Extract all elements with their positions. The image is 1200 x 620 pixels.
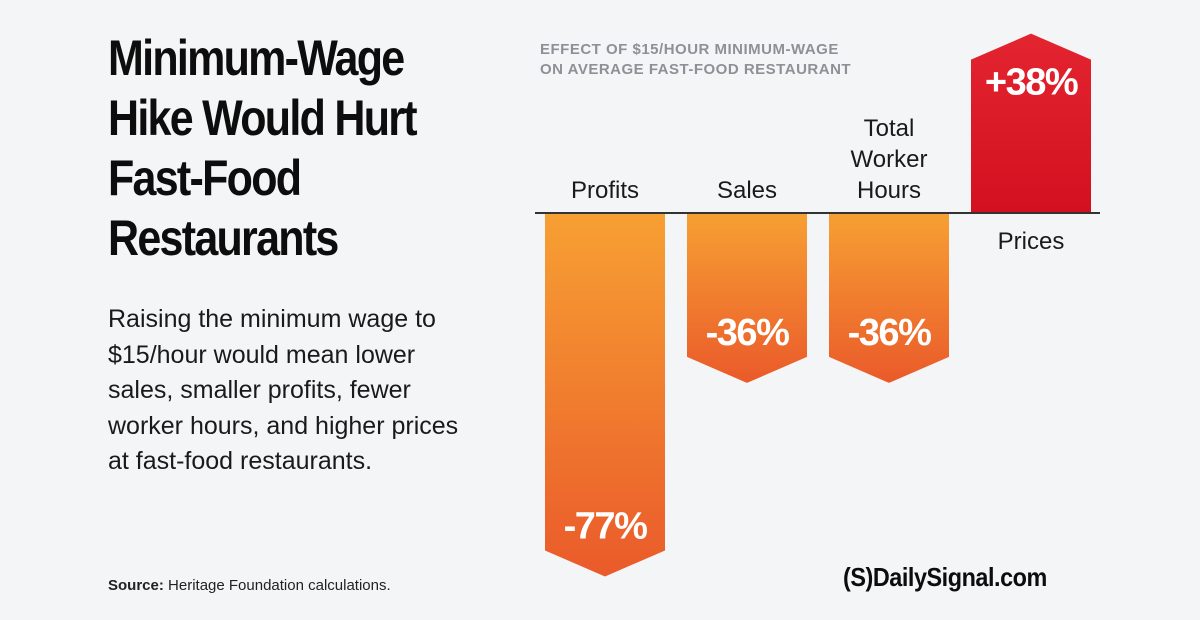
bar-sales	[687, 213, 807, 383]
category-label-profits: Profits	[571, 177, 639, 204]
data-label-sales: -36%	[706, 312, 789, 354]
source-text: Heritage Foundation calculations.	[163, 577, 391, 594]
data-label-profits: -77%	[564, 505, 647, 547]
description: Raising the minimum wage to $15/hour wou…	[108, 305, 459, 475]
data-label-total-worker-hours: -36%	[848, 312, 931, 354]
source-note: Source: Heritage Foundation calculations…	[108, 577, 391, 594]
data-label-prices: +38%	[985, 62, 1078, 104]
bar-total-worker-hours	[829, 213, 949, 383]
category-label-total-worker-hours: Total Worker Hours	[851, 115, 928, 204]
bar-profits	[545, 213, 665, 577]
source-label: Source:	[108, 577, 164, 594]
category-label-sales: Sales	[717, 177, 777, 204]
bar-prices	[971, 33, 1091, 213]
headline: Minimum-Wage Hike Would Hurt Fast-Food R…	[108, 30, 418, 266]
chart-title: EFFECT OF $15/HOUR MINIMUM-WAGE ON AVERA…	[540, 41, 852, 78]
category-label-prices: Prices	[998, 228, 1065, 255]
daily-signal-logo: (S)DailySignal.com	[843, 562, 1047, 592]
